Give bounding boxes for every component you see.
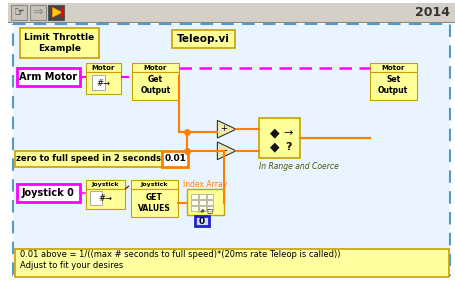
Text: ◆: ◆ bbox=[269, 140, 279, 153]
FancyBboxPatch shape bbox=[207, 200, 213, 205]
FancyBboxPatch shape bbox=[369, 72, 417, 100]
FancyBboxPatch shape bbox=[17, 68, 80, 86]
FancyBboxPatch shape bbox=[86, 72, 121, 94]
FancyBboxPatch shape bbox=[49, 5, 64, 20]
FancyBboxPatch shape bbox=[132, 63, 179, 72]
FancyBboxPatch shape bbox=[258, 118, 300, 158]
FancyBboxPatch shape bbox=[61, 7, 63, 17]
FancyBboxPatch shape bbox=[15, 249, 449, 277]
Polygon shape bbox=[217, 142, 236, 160]
FancyBboxPatch shape bbox=[13, 24, 450, 275]
FancyBboxPatch shape bbox=[15, 151, 162, 167]
Text: zero to full speed in 2 seconds: zero to full speed in 2 seconds bbox=[16, 154, 161, 163]
FancyBboxPatch shape bbox=[8, 3, 455, 22]
FancyBboxPatch shape bbox=[92, 75, 106, 90]
Text: Motor: Motor bbox=[381, 65, 405, 71]
Text: 0: 0 bbox=[198, 217, 205, 226]
FancyBboxPatch shape bbox=[172, 30, 235, 48]
Text: Limit Throttle
Example: Limit Throttle Example bbox=[24, 33, 94, 52]
FancyBboxPatch shape bbox=[199, 194, 206, 199]
Text: Joystick: Joystick bbox=[141, 182, 168, 187]
FancyBboxPatch shape bbox=[191, 206, 198, 211]
FancyBboxPatch shape bbox=[207, 206, 213, 211]
Text: Joystick: Joystick bbox=[92, 182, 119, 187]
Text: Joystick 0: Joystick 0 bbox=[22, 188, 75, 198]
Text: ◆: ◆ bbox=[269, 127, 279, 140]
Text: #→: #→ bbox=[98, 194, 112, 203]
Text: GET
VALUES: GET VALUES bbox=[138, 193, 171, 213]
FancyBboxPatch shape bbox=[207, 194, 213, 199]
Text: Index Array: Index Array bbox=[183, 180, 228, 189]
FancyBboxPatch shape bbox=[162, 151, 188, 167]
FancyBboxPatch shape bbox=[86, 63, 121, 72]
Text: ☞: ☞ bbox=[13, 6, 25, 19]
FancyBboxPatch shape bbox=[131, 189, 178, 217]
Polygon shape bbox=[217, 120, 236, 138]
FancyBboxPatch shape bbox=[131, 180, 178, 189]
Text: Arm Motor: Arm Motor bbox=[20, 72, 77, 82]
FancyBboxPatch shape bbox=[86, 180, 125, 189]
FancyBboxPatch shape bbox=[369, 63, 417, 72]
FancyBboxPatch shape bbox=[90, 191, 102, 205]
Text: #→: #→ bbox=[96, 79, 111, 88]
Text: In Range and Coerce: In Range and Coerce bbox=[258, 162, 339, 171]
FancyBboxPatch shape bbox=[199, 206, 206, 211]
FancyBboxPatch shape bbox=[86, 189, 125, 209]
FancyBboxPatch shape bbox=[191, 200, 198, 205]
Text: 0.01 above = 1/((max # seconds to full speed)*(20ms rate Teleop is called))
Adju: 0.01 above = 1/((max # seconds to full s… bbox=[20, 250, 340, 270]
Text: Teleop.vi: Teleop.vi bbox=[177, 34, 230, 44]
Text: →: → bbox=[283, 128, 293, 138]
Text: Set
Output: Set Output bbox=[378, 75, 408, 95]
Text: .# □: .# □ bbox=[198, 208, 213, 213]
Text: 0.01: 0.01 bbox=[164, 154, 186, 163]
Text: −: − bbox=[220, 146, 227, 155]
FancyBboxPatch shape bbox=[17, 184, 80, 202]
Text: Motor: Motor bbox=[144, 65, 167, 71]
FancyBboxPatch shape bbox=[187, 189, 224, 215]
FancyBboxPatch shape bbox=[191, 194, 198, 199]
FancyBboxPatch shape bbox=[195, 216, 208, 226]
FancyBboxPatch shape bbox=[30, 5, 46, 20]
Text: 2014: 2014 bbox=[415, 6, 450, 19]
Text: Get
Output: Get Output bbox=[141, 75, 171, 95]
FancyBboxPatch shape bbox=[199, 200, 206, 205]
Text: Motor: Motor bbox=[92, 65, 115, 71]
FancyBboxPatch shape bbox=[132, 72, 179, 100]
Polygon shape bbox=[52, 7, 62, 17]
FancyBboxPatch shape bbox=[20, 28, 99, 58]
Text: ?: ? bbox=[285, 142, 292, 152]
Text: ⇒: ⇒ bbox=[32, 6, 43, 19]
Text: +: + bbox=[220, 124, 227, 133]
FancyBboxPatch shape bbox=[11, 5, 27, 20]
